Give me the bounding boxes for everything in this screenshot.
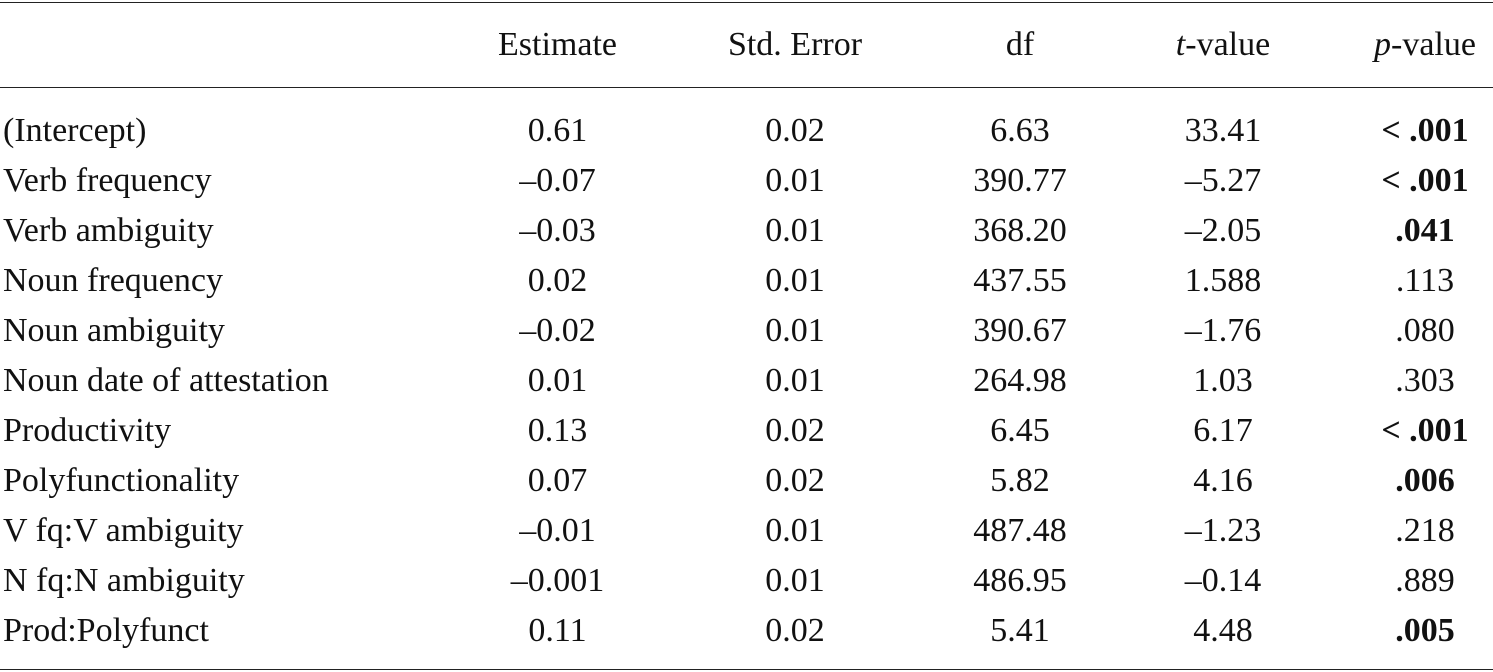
cell: .005: [1395, 612, 1455, 649]
cell: .218: [1395, 512, 1455, 549]
row-label: Prod:Polyfunct: [3, 612, 209, 649]
table-body: (Intercept) 0.61 0.02 6.63 33.41 < .001 Verb f…: [0, 88, 1493, 670]
cell: 4.48: [1193, 612, 1253, 649]
row-label: Noun frequency: [3, 262, 223, 299]
cell: 0.02: [527, 262, 588, 299]
cell: 4.16: [1193, 462, 1253, 499]
table-row: Verb frequency –0.07 0.01 390.77 –5.27 < .001: [0, 156, 1493, 206]
cell: 0.01: [765, 512, 825, 549]
cell: 33.41: [1184, 112, 1262, 149]
cell: 487.48: [973, 512, 1067, 549]
row-label: Polyfunctionality: [3, 462, 240, 499]
column-header: Std. Error: [727, 26, 863, 63]
cell: < .001: [1381, 412, 1469, 449]
cell: –0.02: [519, 312, 596, 349]
cell: 0.02: [765, 612, 825, 649]
row-label: Verb ambiguity: [3, 212, 214, 249]
table-row: Noun date of attestation 0.01 0.01 264.98 1.…: [0, 356, 1493, 406]
row-label: Productivity: [3, 412, 172, 449]
cell: –0.001: [510, 562, 605, 599]
cell: 0.01: [527, 362, 588, 399]
table-row: V fq:V ambiguity –0.01 0.01 487.48 –1.23 .218: [0, 506, 1493, 556]
cell: –0.03: [519, 212, 596, 249]
row-label: Verb frequency: [3, 162, 212, 199]
table-row: Verb ambiguity –0.03 0.01 368.20 –2.05 .041: [0, 206, 1493, 256]
cell: 1.03: [1193, 362, 1253, 399]
cell: 0.01: [765, 212, 825, 249]
cell: –0.07: [519, 162, 596, 199]
cell: 5.41: [990, 612, 1050, 649]
cell: 0.01: [765, 562, 825, 599]
cell: –0.01: [519, 512, 596, 549]
cell: –0.14: [1184, 562, 1262, 599]
cell: 437.55: [973, 262, 1067, 299]
table-row: Productivity 0.13 0.02 6.45 6.17 < .001: [0, 406, 1493, 456]
cell: 390.77: [973, 162, 1067, 199]
cell: –1.76: [1184, 312, 1262, 349]
column-header: [0, 3, 440, 88]
cell: .041: [1395, 212, 1455, 249]
row-label: N fq:N ambiguity: [3, 562, 245, 599]
cell: 0.02: [765, 462, 825, 499]
row-label: Noun ambiguity: [3, 312, 225, 349]
table-row: (Intercept) 0.61 0.02 6.63 33.41 < .001: [0, 88, 1493, 157]
column-header: df: [1005, 26, 1035, 63]
cell: 0.01: [765, 262, 825, 299]
row-label: (Intercept): [3, 112, 147, 149]
cell: .889: [1395, 562, 1455, 599]
table-row: N fq:N ambiguity –0.001 0.01 486.95 –0.14 .88…: [0, 556, 1493, 606]
cell: < .001: [1381, 112, 1469, 149]
table-row: Noun ambiguity –0.02 0.01 390.67 –1.76 .080: [0, 306, 1493, 356]
cell: 0.02: [765, 112, 825, 149]
table-row: Noun frequency 0.02 0.01 437.55 1.588 .113: [0, 256, 1493, 306]
cell: .006: [1395, 462, 1455, 499]
row-label: V fq:V ambiguity: [3, 512, 244, 549]
cell: 6.17: [1193, 412, 1253, 449]
column-header: t-value: [1175, 26, 1271, 63]
cell: 264.98: [973, 362, 1067, 399]
cell: .080: [1395, 312, 1455, 349]
cell: –5.27: [1184, 162, 1262, 199]
table-row: Polyfunctionality 0.07 0.02 5.82 4.16 .006: [0, 456, 1493, 506]
column-header: Estimate: [498, 26, 617, 63]
row-label: Noun date of attestation: [3, 362, 329, 399]
table-row: Prod:Polyfunct 0.11 0.02 5.41 4.48 .005: [0, 606, 1493, 670]
cell: .113: [1395, 262, 1455, 299]
cell: –1.23: [1184, 512, 1262, 549]
cell: 1.588: [1184, 262, 1262, 299]
cell: 486.95: [973, 562, 1067, 599]
cell: 0.01: [765, 162, 825, 199]
cell: 0.11: [528, 612, 587, 649]
table-header: Estimate Std. Error df t-value p-value: [0, 2, 1493, 88]
cell: 0.01: [765, 362, 825, 399]
cell: 0.07: [527, 462, 588, 499]
column-header: p-value: [1374, 26, 1476, 63]
cell: 6.63: [990, 112, 1050, 149]
cell: 0.13: [527, 412, 588, 449]
cell: < .001: [1381, 162, 1469, 199]
cell: 0.01: [765, 312, 825, 349]
cell: 5.82: [990, 462, 1050, 499]
cell: .303: [1395, 362, 1455, 399]
header-row: Estimate Std. Error df t-value p-value: [0, 2, 1493, 88]
cell: 6.45: [990, 412, 1050, 449]
cell: 390.67: [973, 312, 1067, 349]
cell: 0.02: [765, 412, 825, 449]
cell: 0.61: [527, 112, 588, 149]
cell: 368.20: [973, 212, 1067, 249]
cell: –2.05: [1184, 212, 1262, 249]
